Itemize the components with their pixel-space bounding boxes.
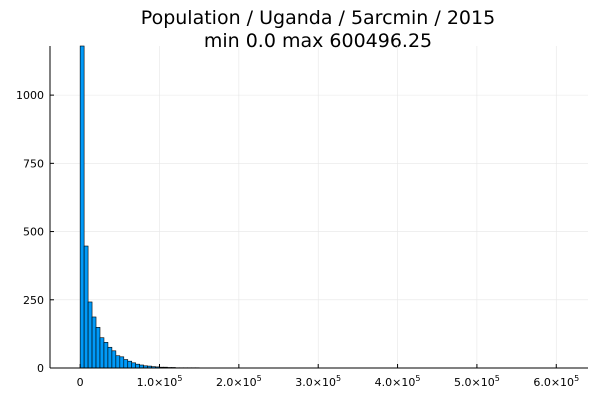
x-tick-label: 1.0×105 bbox=[137, 374, 183, 389]
y-tick-labels: 0 250 500 750 1000 bbox=[16, 89, 44, 375]
histogram-bar bbox=[111, 350, 117, 369]
y-tick-label: 250 bbox=[23, 294, 44, 307]
histogram-bar bbox=[135, 363, 140, 369]
histogram-bar bbox=[119, 356, 125, 369]
y-tick-label: 750 bbox=[23, 157, 44, 170]
x-tick-label: 5.0×105 bbox=[454, 374, 500, 389]
histogram-bar bbox=[115, 355, 121, 369]
x-tick-label: 6.0×105 bbox=[533, 374, 579, 389]
histogram-bar bbox=[131, 362, 136, 369]
histogram-bar bbox=[123, 359, 129, 369]
histogram-bar bbox=[79, 45, 85, 369]
histogram-bar bbox=[107, 346, 113, 369]
y-tick-label: 0 bbox=[37, 362, 44, 375]
y-tick-label: 500 bbox=[23, 226, 44, 239]
x-tick-labels: 0 1.0×105 2.0×105 3.0×105 4.0×105 5.0×105 6.0×… bbox=[77, 374, 580, 389]
histogram-bar bbox=[87, 301, 93, 369]
chart-title: Population / Uganda / 5arcmin / 2015 bbox=[141, 7, 495, 29]
grid-lines bbox=[50, 46, 588, 369]
histogram-bars bbox=[79, 45, 200, 369]
histogram-bar bbox=[83, 245, 89, 369]
histogram-bar bbox=[99, 337, 105, 369]
x-tick-label: 3.0×105 bbox=[295, 374, 341, 389]
x-tick-label: 4.0×105 bbox=[375, 374, 421, 389]
y-tick-label: 1000 bbox=[16, 89, 44, 102]
axes bbox=[49, 46, 588, 369]
histogram-bar bbox=[95, 327, 101, 369]
x-tick-label: 0 bbox=[77, 376, 84, 389]
chart-subtitle: min 0.0 max 600496.25 bbox=[204, 30, 432, 52]
histogram-bar bbox=[103, 342, 109, 369]
x-tick-label: 2.0×105 bbox=[216, 374, 262, 389]
histogram-bar bbox=[127, 360, 133, 369]
histogram-bar bbox=[91, 316, 97, 369]
